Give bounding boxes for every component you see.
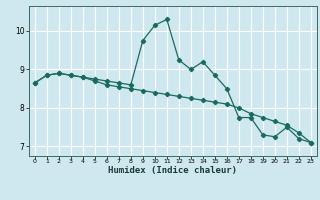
X-axis label: Humidex (Indice chaleur): Humidex (Indice chaleur)	[108, 166, 237, 175]
